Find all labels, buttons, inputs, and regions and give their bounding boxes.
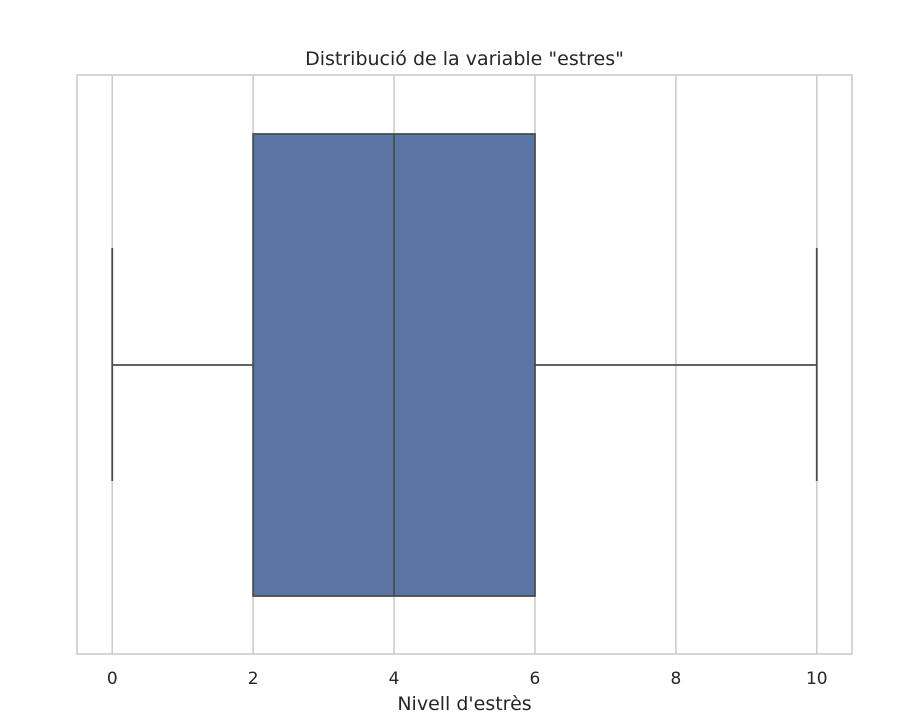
x-tick-label: 6 [530,669,541,689]
box-plot [111,133,818,597]
x-tick-label: 10 [806,669,828,689]
x-tick-label: 2 [248,669,259,689]
x-axis-ticks: 0 2 4 6 8 10 [107,669,828,689]
chart-title: Distribució de la variable "estres" [305,48,624,70]
x-tick-label: 4 [389,669,400,689]
x-tick-label: 0 [107,669,118,689]
plot-frame [76,74,853,655]
x-tick-label: 8 [670,669,681,689]
x-axis-label: Nivell d'estrès [397,693,531,715]
